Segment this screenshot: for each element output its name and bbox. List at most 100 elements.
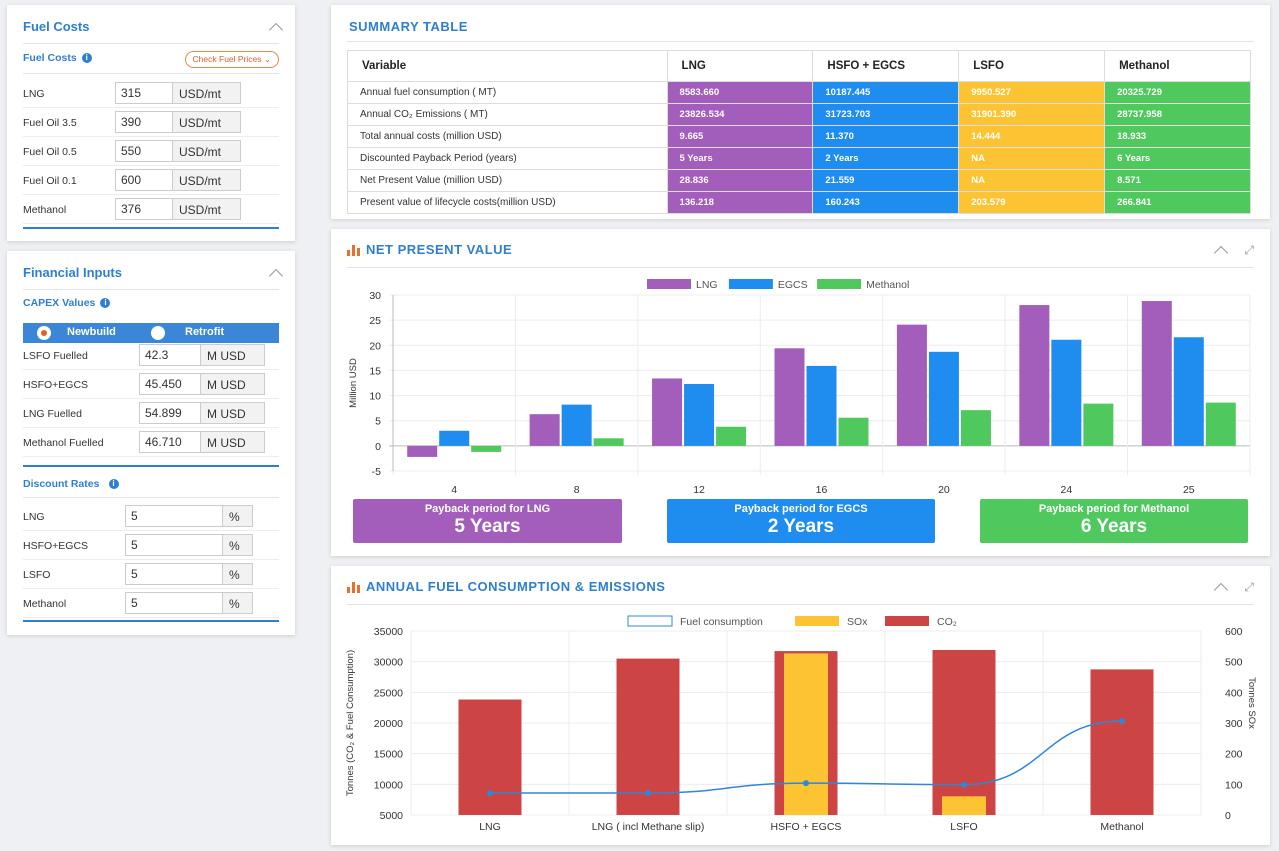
table-header: LNG	[666, 50, 814, 82]
value-input[interactable]	[139, 431, 201, 453]
table-header: Variable	[347, 50, 668, 82]
input-row: LNG%	[23, 502, 279, 531]
bar-lng-25	[1141, 301, 1172, 446]
value-input[interactable]	[115, 198, 173, 220]
legend-swatch-co2	[885, 616, 929, 626]
collapse-icon[interactable]	[268, 22, 284, 38]
input-label: Methanol Fuelled	[23, 437, 104, 449]
input-row: Fuel Oil 0.1 USD/mt	[23, 166, 279, 195]
value-input[interactable]	[139, 344, 201, 366]
input-row: Methanol USD/mt	[23, 195, 279, 224]
unit-label: M USD	[201, 344, 265, 366]
y-tick-label: -5	[372, 466, 381, 478]
input-label: HSFO+EGCS	[23, 540, 89, 552]
bar-lng-8	[529, 414, 560, 446]
table-cell: 28.836	[666, 169, 814, 192]
table-header: LSFO	[958, 50, 1106, 82]
value-input[interactable]	[125, 534, 223, 556]
input-label: LNG	[23, 511, 45, 523]
collapse-icon[interactable]	[268, 268, 284, 284]
value-input[interactable]	[139, 373, 201, 395]
payback-methanol-value: 6 Years	[1080, 516, 1148, 537]
fuel-consumption-point-2	[803, 780, 809, 787]
unit-label: %	[223, 534, 253, 556]
bar-lng-24	[1019, 305, 1050, 446]
bar-co2-3	[932, 650, 996, 815]
unit-label: M USD	[201, 402, 265, 424]
fuel-costs-label: Fuel Costs	[23, 52, 77, 64]
collapse-icon[interactable]	[1213, 245, 1229, 261]
table-cell: 266.841	[1104, 191, 1251, 214]
y-axis-label: Tonnes (CO₂ & Fuel Consumption)	[345, 650, 356, 796]
value-input[interactable]	[115, 140, 173, 162]
table-cell: 21.559	[812, 169, 960, 192]
newbuild-radio[interactable]	[37, 326, 51, 340]
bar-lng-4	[407, 445, 438, 457]
bar-sox-3	[942, 796, 986, 815]
input-label: LNG	[23, 88, 45, 100]
table-cell: 160.243	[812, 191, 960, 214]
value-input[interactable]	[115, 169, 173, 191]
y-tick-label: 35000	[374, 626, 403, 638]
unit-label: USD/mt	[173, 198, 241, 220]
y-axis-label: Million USD	[348, 358, 359, 408]
payback-lng-label: Payback period for LNG	[424, 503, 551, 515]
bar-methanol-25	[1205, 402, 1236, 446]
y-right-tick-label: 200	[1225, 749, 1243, 761]
value-input[interactable]	[125, 505, 223, 527]
input-row: LSFO%	[23, 560, 279, 589]
table-row: Net Present Value (million USD) 28.836 21.…	[347, 169, 1251, 192]
fuel-costs-section: Fuel Costs i	[23, 52, 92, 64]
info-icon[interactable]: i	[100, 298, 111, 309]
input-label: LNG Fuelled	[23, 408, 82, 420]
value-input[interactable]	[125, 563, 223, 585]
unit-label: %	[223, 505, 253, 527]
retrofit-radio[interactable]	[151, 326, 165, 340]
value-input[interactable]	[125, 592, 223, 614]
expand-icon[interactable]: ⤢	[1244, 580, 1254, 594]
capex-section: CAPEX Values i	[23, 297, 111, 309]
bar-chart-icon	[347, 245, 361, 257]
expand-icon[interactable]: ⤢	[1244, 243, 1254, 257]
emissions-title: ANNUAL FUEL CONSUMPTION & EMISSIONS	[347, 579, 665, 594]
payback-lng-value: 5 Years	[454, 516, 521, 537]
payback-methanol-label: Payback period for Methanol	[1038, 503, 1190, 515]
table-cell: 31901.390	[958, 103, 1106, 126]
legend-label-lng: LNG	[696, 279, 718, 291]
legend-swatch-methanol	[817, 279, 862, 289]
table-cell: NA	[958, 169, 1106, 192]
y-right-tick-label: 0	[1225, 810, 1231, 822]
input-label: Fuel Oil 3.5	[23, 117, 77, 129]
table-header: HSFO + EGCS	[812, 50, 960, 82]
info-icon[interactable]: i	[108, 479, 119, 490]
collapse-icon[interactable]	[1213, 582, 1229, 598]
table-cell: 8.571	[1104, 169, 1251, 192]
info-icon[interactable]: i	[81, 53, 92, 64]
check-fuel-prices-button[interactable]: Check Fuel Prices ⌄	[184, 51, 279, 68]
x-tick-label: LSFO	[950, 821, 977, 833]
input-label: Methanol	[23, 204, 67, 216]
y-tick-label: 30	[369, 290, 381, 302]
table-cell: NA	[958, 147, 1106, 170]
table-cell: 10187.445	[812, 81, 960, 104]
row-label: Total annual costs (million USD)	[347, 125, 668, 148]
value-input[interactable]	[139, 402, 201, 424]
build-type-toggle[interactable]: Newbuild Retrofit	[23, 323, 279, 343]
value-input[interactable]	[115, 82, 173, 104]
discount-section: Discount Rates i	[23, 478, 119, 490]
bar-lng-12	[652, 378, 683, 446]
table-cell: 8583.660	[666, 81, 814, 104]
table-cell: 9.665	[666, 125, 814, 148]
bar-lng-20	[896, 324, 927, 446]
y-tick-label: 10	[369, 391, 381, 403]
summary-table: Variable LNG HSFO + EGCS LSFO Methanol Annua…	[347, 50, 1251, 214]
y-right-tick-label: 600	[1225, 626, 1243, 638]
fuel-consumption-point-3	[961, 781, 967, 788]
emissions-panel: ANNUAL FUEL CONSUMPTION & EMISSIONS ⤢ 50…	[331, 566, 1270, 845]
value-input[interactable]	[115, 111, 173, 133]
bar-egcs-8	[561, 404, 592, 446]
financial-inputs-title: Financial Inputs	[23, 265, 122, 280]
input-label: Fuel Oil 0.1	[23, 175, 77, 187]
x-tick-label: LNG ( incl Methane slip)	[592, 821, 705, 833]
input-row: LNG Fuelled M USD	[23, 399, 279, 428]
